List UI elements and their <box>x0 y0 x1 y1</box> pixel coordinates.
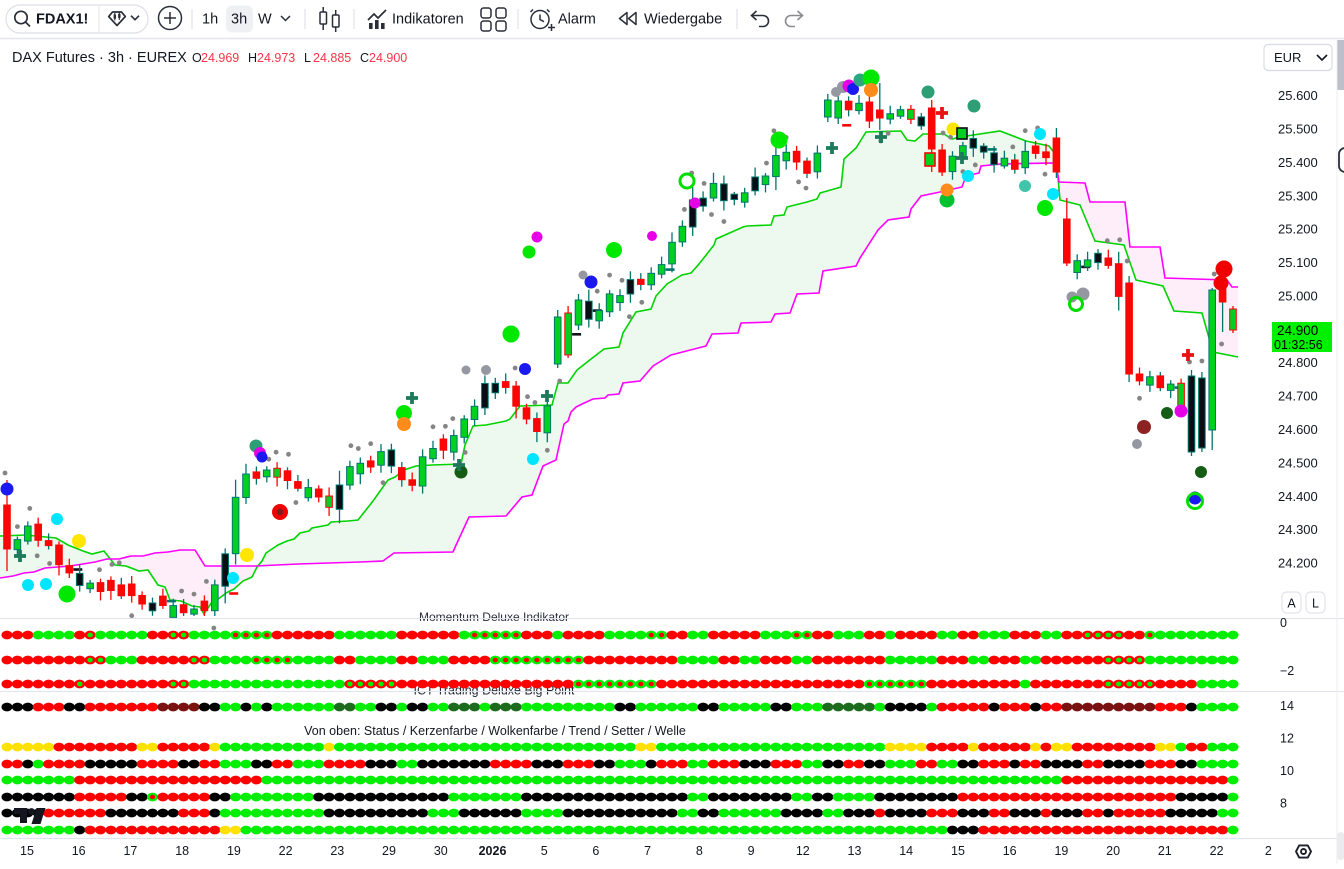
svg-text:25.500: 25.500 <box>1278 122 1318 137</box>
svg-text:23: 23 <box>330 844 344 858</box>
svg-text:C: C <box>360 51 369 65</box>
svg-text:15: 15 <box>20 844 34 858</box>
svg-text:12: 12 <box>796 844 810 858</box>
svg-text:Alarm: Alarm <box>558 12 596 28</box>
svg-text:18: 18 <box>175 844 189 858</box>
svg-text:20: 20 <box>1106 844 1120 858</box>
svg-text:25.300: 25.300 <box>1278 188 1318 203</box>
svg-text:29: 29 <box>382 844 396 858</box>
svg-text:17: 17 <box>123 844 137 858</box>
svg-text:10: 10 <box>1280 764 1294 778</box>
svg-text:24.300: 24.300 <box>1278 522 1318 537</box>
svg-text:Indikatoren: Indikatoren <box>392 12 464 28</box>
svg-text:W: W <box>258 12 272 28</box>
svg-text:22: 22 <box>1210 844 1224 858</box>
svg-text:DAX Futures · 3h · EUREX: DAX Futures · 3h · EUREX <box>12 50 187 66</box>
svg-text:24.900: 24.900 <box>369 51 407 65</box>
svg-text:6: 6 <box>592 844 599 858</box>
svg-text:24.200: 24.200 <box>1278 556 1318 571</box>
svg-text:L: L <box>1312 597 1319 611</box>
svg-text:01:32:56: 01:32:56 <box>1274 338 1323 352</box>
svg-text:24.800: 24.800 <box>1278 355 1318 370</box>
svg-text:12: 12 <box>1280 732 1294 746</box>
svg-text:7: 7 <box>644 844 651 858</box>
svg-text:−2: −2 <box>1280 664 1294 678</box>
svg-text:Momentum Deluxe Indikator: Momentum Deluxe Indikator <box>419 610 569 624</box>
svg-text:24.969: 24.969 <box>201 51 239 65</box>
svg-text:30: 30 <box>434 844 448 858</box>
svg-text:24.885: 24.885 <box>313 51 351 65</box>
svg-text:14: 14 <box>1280 699 1294 713</box>
svg-text:19: 19 <box>1054 844 1068 858</box>
svg-text:25.100: 25.100 <box>1278 255 1318 270</box>
svg-text:3h: 3h <box>231 12 247 28</box>
svg-text:19: 19 <box>227 844 241 858</box>
svg-text:FDAX1!: FDAX1! <box>36 12 88 28</box>
svg-text:A: A <box>1287 597 1296 611</box>
svg-text:H: H <box>248 51 257 65</box>
svg-text:8: 8 <box>696 844 703 858</box>
svg-text:Von oben: Status / Kerzenfarbe: Von oben: Status / Kerzenfarbe / Wolkenf… <box>304 724 686 738</box>
svg-text:25.000: 25.000 <box>1278 289 1318 304</box>
svg-text:16: 16 <box>72 844 86 858</box>
svg-text:1h: 1h <box>202 12 218 28</box>
svg-text:25.600: 25.600 <box>1278 88 1318 103</box>
svg-text:24.400: 24.400 <box>1278 489 1318 504</box>
svg-text:13: 13 <box>848 844 862 858</box>
svg-text:24.700: 24.700 <box>1278 389 1318 404</box>
svg-text:14: 14 <box>899 844 913 858</box>
svg-text:L: L <box>304 51 311 65</box>
svg-text:24.600: 24.600 <box>1278 422 1318 437</box>
svg-text:15: 15 <box>951 844 965 858</box>
svg-text:21: 21 <box>1158 844 1172 858</box>
svg-text:24.973: 24.973 <box>257 51 295 65</box>
svg-text:9: 9 <box>748 844 755 858</box>
svg-text:24.900: 24.900 <box>1277 323 1318 338</box>
svg-text:25.400: 25.400 <box>1278 155 1318 170</box>
svg-text:2026: 2026 <box>479 844 507 858</box>
svg-text:Wiedergabe: Wiedergabe <box>644 12 722 28</box>
svg-text:25.200: 25.200 <box>1278 222 1318 237</box>
svg-text:16: 16 <box>1003 844 1017 858</box>
svg-text:EUR: EUR <box>1274 50 1301 65</box>
svg-text:8: 8 <box>1280 797 1287 811</box>
svg-text:5: 5 <box>541 844 548 858</box>
svg-text:0: 0 <box>1280 616 1287 630</box>
svg-text:24.500: 24.500 <box>1278 455 1318 470</box>
svg-text:22: 22 <box>279 844 293 858</box>
svg-text:2: 2 <box>1265 844 1272 858</box>
